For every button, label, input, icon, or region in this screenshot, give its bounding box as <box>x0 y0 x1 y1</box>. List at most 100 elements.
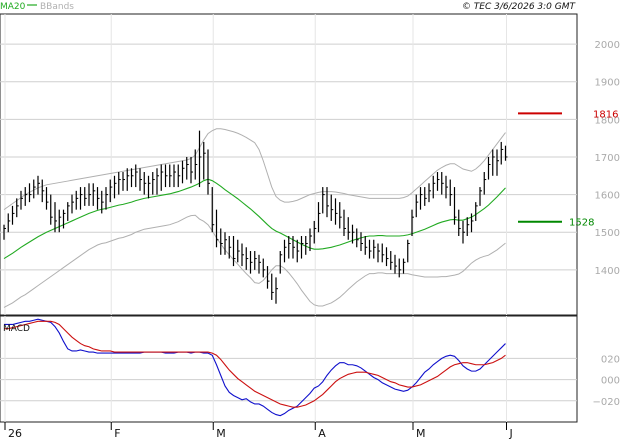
price-bar <box>152 172 155 195</box>
price-bar <box>317 202 321 233</box>
price-bar <box>139 168 142 191</box>
macd-tick-label: 000 <box>601 376 620 387</box>
price-bar <box>224 232 227 255</box>
price-bar <box>186 156 189 180</box>
price-bar <box>271 273 274 300</box>
price-bar <box>428 183 431 203</box>
price-bar <box>445 175 448 199</box>
price-bar <box>411 209 414 236</box>
x-tick-label: A <box>318 427 326 440</box>
price-bar <box>283 239 287 263</box>
price-y-axis: 1400 1500 1600 1700 1800 1900 2000 <box>595 40 620 277</box>
price-bar <box>330 194 334 221</box>
price-bar <box>28 183 32 203</box>
price-tick-label: 1700 <box>595 153 620 164</box>
price-bar <box>241 243 244 267</box>
price-bar <box>228 235 232 259</box>
price-bar <box>126 168 130 191</box>
price-tick-label: 1500 <box>595 228 620 239</box>
bband-upper <box>3 128 506 211</box>
price-bar <box>194 149 198 180</box>
price-bar <box>220 228 223 255</box>
price-bar <box>402 258 406 274</box>
price-bar <box>309 228 312 252</box>
price-bar <box>75 190 79 210</box>
price-bar <box>211 187 215 233</box>
price-bar <box>92 183 96 206</box>
price-bar <box>466 217 470 236</box>
price-bar <box>266 266 270 289</box>
macd-line <box>4 318 506 417</box>
price-bar <box>441 172 444 195</box>
price-bar <box>118 172 121 195</box>
price-bars <box>3 130 508 304</box>
legend-ma20: MA20 <box>0 2 26 12</box>
bollinger-bands <box>3 128 506 308</box>
price-bar <box>496 149 499 176</box>
price-bar <box>339 202 342 229</box>
price-tick-label: 2000 <box>595 40 620 51</box>
price-bar <box>407 239 410 263</box>
price-bar <box>237 239 240 263</box>
macd-lines <box>4 318 506 417</box>
price-tick-label: 1800 <box>595 115 620 126</box>
price-bar <box>373 239 376 259</box>
price-bar <box>432 175 436 199</box>
price-bar <box>67 202 70 221</box>
price-bar <box>492 149 495 176</box>
x-axis: 26 F M A M J <box>4 422 513 440</box>
price-bar <box>462 220 465 244</box>
price-bar <box>105 187 108 210</box>
ma20-polyline <box>3 178 506 260</box>
price-bar <box>58 209 62 233</box>
price-bar <box>160 164 164 191</box>
price-bar <box>16 198 19 218</box>
price-bar <box>334 198 338 225</box>
price-bar <box>500 141 504 165</box>
price-bar <box>364 235 368 255</box>
price-tick-label: 1900 <box>595 78 620 89</box>
price-bar <box>300 235 304 259</box>
price-bar <box>20 190 23 210</box>
price-bar <box>288 235 291 259</box>
price-bar <box>37 175 40 195</box>
price-bar <box>419 187 423 210</box>
price-bar <box>368 239 372 259</box>
price-bar <box>254 251 257 270</box>
price-bar <box>258 254 261 274</box>
price-bar <box>313 220 317 244</box>
x-tick-label: M <box>216 427 226 440</box>
x-tick-label: M <box>416 427 426 440</box>
price-bar <box>177 164 181 188</box>
price-bar <box>203 141 206 180</box>
price-bar <box>279 251 283 274</box>
price-bar <box>470 213 474 233</box>
price-tags: 1816 1528 <box>518 109 618 229</box>
price-bar <box>11 205 15 225</box>
price-bar <box>24 187 28 206</box>
price-bar <box>84 187 87 206</box>
price-tag-label: 1528 <box>569 218 594 229</box>
macd-y-axis: −020 000 020 <box>593 354 620 407</box>
price-bar <box>360 232 363 252</box>
price-bar <box>453 187 457 225</box>
x-tick-label: F <box>114 427 120 440</box>
price-tick-label: 1600 <box>595 191 620 202</box>
price-bar <box>143 172 147 195</box>
price-bar <box>147 175 151 199</box>
price-bar <box>343 209 346 236</box>
macd-tick-label: −020 <box>593 397 620 408</box>
x-tick-label: 26 <box>8 427 22 440</box>
price-bar <box>190 156 193 184</box>
price-bar <box>181 160 185 184</box>
price-bar <box>436 172 440 191</box>
price-bar <box>156 168 159 195</box>
price-bar <box>113 175 117 199</box>
price-bar <box>88 183 91 206</box>
price-bar <box>356 228 359 248</box>
price-bar <box>54 202 57 233</box>
price-bar <box>390 251 393 270</box>
price-tag-label: 1816 <box>593 109 618 120</box>
price-bar <box>415 194 419 218</box>
macd-panel <box>0 315 578 423</box>
